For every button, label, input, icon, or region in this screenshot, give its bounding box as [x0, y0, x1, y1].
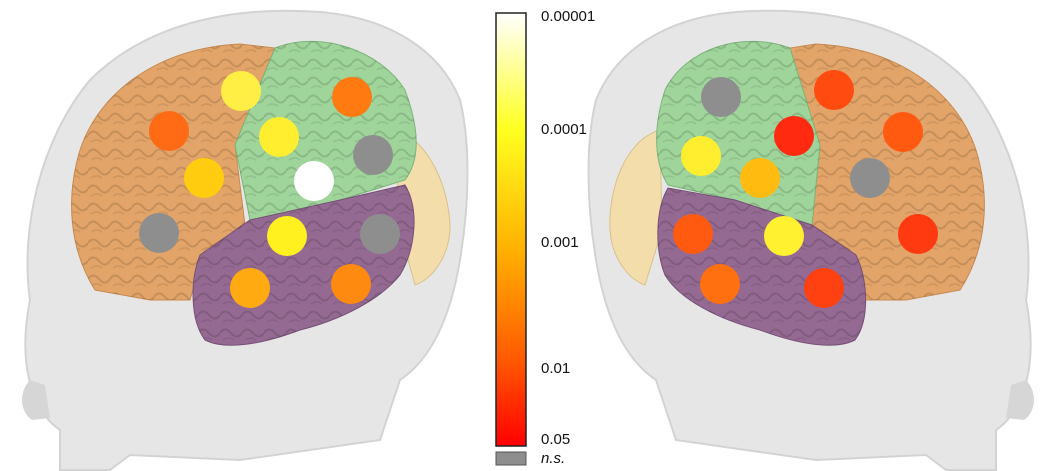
colorbar-tick-0: 0.00001 [541, 8, 596, 25]
left-ear [22, 380, 50, 420]
right-electrode-7 [850, 158, 890, 198]
right-ear [1006, 380, 1034, 420]
left-electrode-9 [267, 216, 307, 256]
colorbar-ns-swatch [495, 451, 527, 466]
colorbar-tick-2: 0.001 [541, 234, 579, 251]
left-electrode-group [139, 71, 400, 308]
left-electrode-11 [230, 268, 270, 308]
left-electrode-1 [221, 71, 261, 111]
right-electrode-group [673, 70, 938, 308]
right-electrode-10 [898, 214, 938, 254]
right-electrode-1 [701, 77, 741, 117]
right-electrode-2 [814, 70, 854, 110]
right-electrode-12 [804, 268, 844, 308]
left-electrode-2 [332, 77, 372, 117]
colorbar-tick-3: 0.01 [541, 360, 571, 377]
left-electrode-3 [149, 111, 189, 151]
right-head-view [587, 9, 1034, 471]
colorbar-tick-4: 0.05 [541, 431, 571, 448]
left-electrode-8 [139, 213, 179, 253]
left-electrode-10 [360, 214, 400, 254]
colorbar-gradient [495, 12, 527, 447]
left-electrode-7 [353, 135, 393, 175]
right-electrode-4 [883, 112, 923, 152]
left-electrode-4 [259, 117, 299, 157]
right-electrode-9 [764, 216, 804, 256]
left-electrode-12 [331, 264, 371, 304]
left-electrode-6 [294, 161, 334, 201]
right-electrode-6 [740, 158, 780, 198]
right-electrode-5 [681, 136, 721, 176]
colorbar-tick-1: 0.0001 [541, 121, 587, 138]
colorbar-ns-label: n.s. [541, 450, 566, 467]
right-electrode-11 [700, 264, 740, 304]
colorbar [495, 12, 527, 466]
right-electrode-3 [774, 116, 814, 156]
right-occipital-region [609, 129, 663, 286]
left-electrode-5 [184, 158, 224, 198]
right-electrode-8 [673, 214, 713, 254]
left-head-view [22, 9, 469, 471]
